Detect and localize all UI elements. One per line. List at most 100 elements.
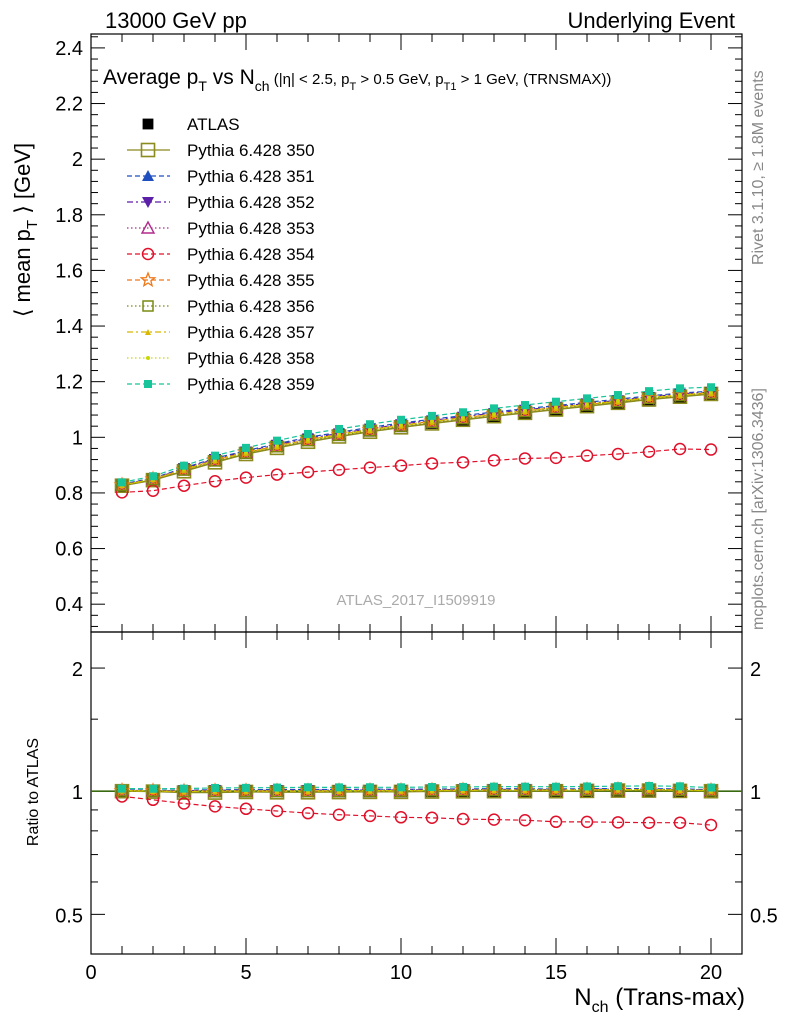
marker-open-circle bbox=[239, 471, 253, 484]
data-point bbox=[140, 142, 156, 158]
data-point bbox=[177, 797, 191, 810]
legend-entry-p350: Pythia 6.428 350 bbox=[127, 141, 315, 160]
data-point bbox=[518, 813, 532, 827]
title-small-b: > 0.5 GeV, p bbox=[356, 71, 443, 88]
marker-dot bbox=[368, 427, 372, 432]
data-point bbox=[487, 813, 501, 826]
marker-open-circle bbox=[518, 813, 532, 827]
y-tick-label: 1.6 bbox=[55, 260, 83, 282]
marker-open-circle bbox=[208, 800, 222, 813]
legend-label: Pythia 6.428 354 bbox=[187, 245, 315, 264]
main-panel: 0.40.60.811.21.41.61.822.22.4 Average pT… bbox=[10, 33, 743, 633]
data-point bbox=[580, 449, 594, 462]
y-tick-label: 0.6 bbox=[55, 539, 83, 561]
y-tick-label: 0.8 bbox=[55, 483, 83, 505]
data-point bbox=[300, 431, 316, 445]
xlabel-main: N bbox=[574, 984, 591, 1011]
marker-square bbox=[428, 411, 436, 420]
marker-dot bbox=[306, 437, 310, 442]
main-title: Average pT vs Nch (|η| < 2.5, pT > 0.5 G… bbox=[103, 66, 611, 94]
marker-square bbox=[304, 783, 312, 792]
data-point bbox=[492, 411, 496, 416]
data-point bbox=[399, 423, 403, 428]
legend-label: Pythia 6.428 350 bbox=[187, 141, 315, 160]
ratio-axis-ticks: 0.5 0.51 12 20 5 10 15 20 bbox=[55, 632, 778, 984]
marker-dot bbox=[678, 392, 682, 397]
marker-open-circle bbox=[611, 816, 625, 829]
data-point bbox=[455, 409, 471, 423]
legend-label: Pythia 6.428 356 bbox=[187, 297, 315, 316]
data-point bbox=[304, 783, 312, 792]
marker-open-circle bbox=[301, 465, 315, 479]
data-point bbox=[335, 783, 343, 792]
marker-square bbox=[211, 783, 219, 792]
data-point bbox=[552, 397, 560, 406]
data-point bbox=[208, 474, 222, 488]
data-point bbox=[239, 471, 253, 484]
data-point bbox=[363, 809, 377, 823]
marker-open-triangle bbox=[393, 417, 409, 431]
legend-entry-p351: Pythia 6.428 351 bbox=[127, 167, 315, 186]
data-point bbox=[363, 461, 377, 474]
marker-dot bbox=[275, 443, 279, 448]
ratio-series bbox=[91, 780, 742, 832]
marker-square bbox=[490, 782, 498, 791]
data-point bbox=[180, 461, 188, 470]
data-point bbox=[397, 415, 405, 424]
marker-open-circle bbox=[704, 818, 718, 832]
marker-open-circle bbox=[425, 457, 439, 470]
marker-open-circle bbox=[487, 813, 501, 826]
data-point bbox=[306, 437, 310, 442]
title-sub3: T bbox=[349, 81, 356, 93]
marker-square bbox=[459, 408, 467, 417]
marker-square bbox=[521, 401, 529, 410]
ratio-markers-p359 bbox=[118, 781, 715, 793]
ratio-y-tick-label: 2 bbox=[72, 659, 83, 681]
ratio-y-tick-label: 1 bbox=[72, 782, 83, 804]
data-point bbox=[614, 782, 622, 791]
data-point bbox=[142, 197, 154, 208]
marker-square bbox=[645, 781, 653, 790]
y-tick-label: 1.8 bbox=[55, 205, 83, 227]
marker-open-star bbox=[139, 271, 157, 288]
xlabel-sub: ch bbox=[592, 999, 609, 1016]
data-point bbox=[397, 783, 405, 792]
data-point bbox=[118, 784, 126, 793]
marker-open-triangle bbox=[140, 220, 156, 234]
watermark: ATLAS_2017_I1509919 bbox=[336, 592, 495, 609]
data-point bbox=[585, 402, 589, 407]
legend-entry-p352: Pythia 6.428 352 bbox=[127, 193, 315, 212]
data-point bbox=[394, 459, 408, 472]
marker-open-triangle bbox=[548, 399, 564, 413]
main-ylabel: ⟨ mean pT ⟩ [GeV] bbox=[10, 143, 41, 317]
data-point bbox=[611, 816, 625, 829]
ratio-xlabel: Nch (Trans-max) bbox=[574, 984, 745, 1016]
marker-square bbox=[180, 461, 188, 470]
marker-open-circle bbox=[611, 447, 625, 461]
marker-square bbox=[552, 782, 560, 791]
title-mid: vs N bbox=[207, 66, 255, 89]
marker-square bbox=[149, 472, 157, 481]
data-point bbox=[139, 271, 157, 288]
data-point bbox=[242, 443, 250, 452]
marker-square bbox=[142, 118, 154, 130]
marker-open-triangle bbox=[331, 426, 347, 440]
data-point bbox=[579, 396, 595, 410]
data-point bbox=[487, 454, 501, 467]
ratio-ylabel: Ratio to ATLAS bbox=[25, 738, 42, 846]
marker-triangle-down bbox=[142, 197, 154, 208]
marker-open-circle bbox=[704, 443, 718, 456]
marker-open-circle bbox=[673, 816, 687, 829]
marker-square bbox=[366, 783, 374, 792]
marker-square bbox=[707, 383, 715, 392]
marker-open-circle bbox=[177, 479, 191, 492]
marker-open-circle bbox=[456, 812, 470, 826]
title-small-c: > 1 GeV, (TRNSMAX)) bbox=[457, 71, 612, 88]
marker-dot bbox=[709, 390, 713, 395]
data-point bbox=[673, 442, 687, 456]
data-point bbox=[425, 457, 439, 470]
marker-square bbox=[583, 394, 591, 403]
data-point bbox=[461, 415, 465, 420]
marker-square bbox=[118, 784, 126, 793]
